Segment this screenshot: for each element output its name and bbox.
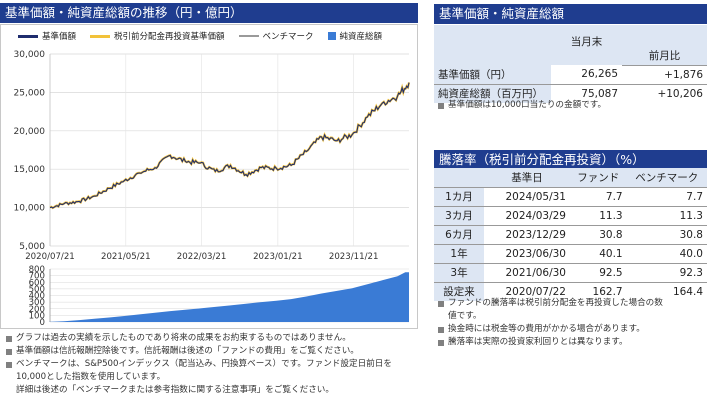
perf-fund: 30.8 [599,228,623,241]
aum-y-tick-label: 600 [29,278,45,288]
perf-period: 1年 [434,244,484,263]
x-tick-label: 2023/11/21 [329,252,379,262]
aum-y-tick-label: 800 [29,265,45,275]
note-line: 基準価額は信託報酬控除後です。信託報酬は後述の「ファンドの費用」をご覧ください。 [4,345,416,358]
y-tick-label: 30,000 [14,50,46,60]
legend-swatch [18,34,38,38]
legend-label: 基準価額 [42,32,77,42]
perf-col-bench: ベンチマーク [626,168,707,187]
nav-col-change: 前月比 [622,25,707,66]
legend-item-aum: 純資産総額 [327,30,383,42]
x-tick-label: 2020/07/21 [25,252,75,262]
aum-y-tick-label: 0 [40,318,45,328]
perf-col-fund: ファンド [570,168,627,187]
series-line-benchmark [49,82,410,209]
perf-fund: 162.7 [592,285,623,298]
perf-col-date: 基準日 [484,168,570,187]
note-line: 騰落率は実際の投資家利回りとは異なります。 [436,336,706,349]
legend-label: ベンチマーク [262,32,314,42]
note-line: 基準価額は10,000口当たりの金額です。 [436,99,706,112]
perf-fund: 11.3 [599,209,623,222]
series-line-reinvest [49,82,411,210]
perf-table-header: 騰落率（税引前分配金再投資）（%） [434,150,707,170]
perf-period: 3カ月 [434,206,484,225]
nav-row-value: 75,087 [581,87,619,100]
nav-col-current: 当月末 [551,25,623,65]
note-line: 値です。 [448,311,482,321]
note-line: グラフは過去の実績を示したものであり将来の成果をお約束するものではありません。 [4,332,416,345]
perf-date: 2021/06/30 [505,266,566,279]
series-line-nav [49,82,410,209]
perf-notes: ファンドの騰落率は税引前分配金を再投資した場合の数 値です。 換金時には税金等の… [436,297,706,349]
perf-period: 設定来 [434,282,484,301]
chart-panel [0,24,418,329]
perf-fund: 92.5 [599,266,623,279]
nav-table-header: 基準価額・純資産総額 [434,4,707,24]
legend-swatch [327,32,336,40]
aum-y-tick-label: 500 [29,285,45,295]
perf-fund: 40.1 [599,247,623,260]
legend-label: 純資産総額 [339,32,383,42]
aum-area [48,272,409,322]
note-line: ベンチマークは、S&P500インデックス（配当込み、円換算ベース）です。ファンド… [4,358,416,371]
perf-bench: 11.3 [679,209,703,222]
x-tick-label: 2022/03/21 [177,252,227,262]
y-tick-label: 15,000 [14,165,46,175]
nav-table-corner [434,25,551,65]
aum-y-tick-label: 100 [29,311,45,321]
aum-y-tick-label: 700 [29,272,45,282]
legend-item-nav: 基準価額 [18,30,76,42]
perf-bench: 7.7 [686,190,703,203]
y-tick-label: 20,000 [14,127,46,137]
perf-period: 6カ月 [434,225,484,244]
chart-notes: グラフは過去の実績を示したものであり将来の成果をお約束するものではありません。 … [4,332,416,397]
perf-date: 2024/05/31 [505,190,566,203]
y-tick-label: 5,000 [19,242,45,252]
nav-row-change: +10,206 [657,87,703,100]
y-tick-label: 10,000 [14,204,46,214]
note-line: 10,000とした指数を使用しています。 [16,372,166,382]
perf-bench: 40.0 [679,247,703,260]
perf-date: 2020/07/22 [505,285,566,298]
price-line-chart: 5,000 10,000 15,000 20,000 25,000 30,000 2020/… [14,50,411,328]
legend-swatch [90,34,111,38]
perf-bench: 164.4 [672,285,703,298]
nav-table-note: 基準価額は10,000口当たりの金額です。 [436,99,706,112]
perf-period: 1カ月 [434,187,484,206]
perf-date: 2023/06/30 [505,247,566,260]
perf-date: 2023/12/29 [505,228,566,241]
legend-item-benchmark: ベンチマーク [238,30,314,42]
perf-date: 2024/03/29 [505,209,566,222]
perf-period: 3年 [434,263,484,282]
perf-bench: 30.8 [679,228,703,241]
nav-row-change: +1,876 [664,68,703,81]
aum-y-tick-label: 300 [29,298,45,308]
nav-row-value: 26,265 [581,68,619,81]
x-tick-label: 2023/01/21 [253,252,303,262]
perf-table: 基準日 ファンド ベンチマーク 1カ月 2024/05/31 7.7 7.7 3カ月 2… [434,168,707,301]
x-tick-label: 2021/05/21 [101,252,151,262]
nav-table: 当月末 前月比 基準価額（円） 26,265 +1,876 純資産総額（百万円）… [434,25,707,103]
perf-corner [434,168,484,187]
aum-y-tick-label: 400 [29,292,45,302]
note-line: ファンドの騰落率は税引前分配金を再投資した場合の数 [436,297,706,310]
nav-row-label: 純資産総額（百万円） [434,84,551,103]
nav-row-label: 基準価額（円） [434,65,551,84]
legend-label: 税引前分配金再投資基準価額 [114,32,225,42]
y-tick-label: 25,000 [14,88,46,98]
legend-item-reinvest: 税引前分配金再投資基準価額 [90,30,225,42]
legend-swatch [238,35,259,37]
perf-fund: 7.7 [605,190,623,203]
chart-legend: 基準価額 税引前分配金再投資基準価額 ベンチマーク 純資産総額 [18,30,382,42]
chart-header: 基準価額・純資産総額の推移（円・億円） [0,3,418,23]
note-line: 詳細は後述の「ベンチマークまたは参考指数に関する注意事項」をご覧ください。 [16,385,334,395]
note-line: 換金時には税金等の費用がかかる場合があります。 [436,323,706,336]
aum-y-tick-label: 200 [29,305,45,315]
perf-bench: 92.3 [679,266,703,279]
